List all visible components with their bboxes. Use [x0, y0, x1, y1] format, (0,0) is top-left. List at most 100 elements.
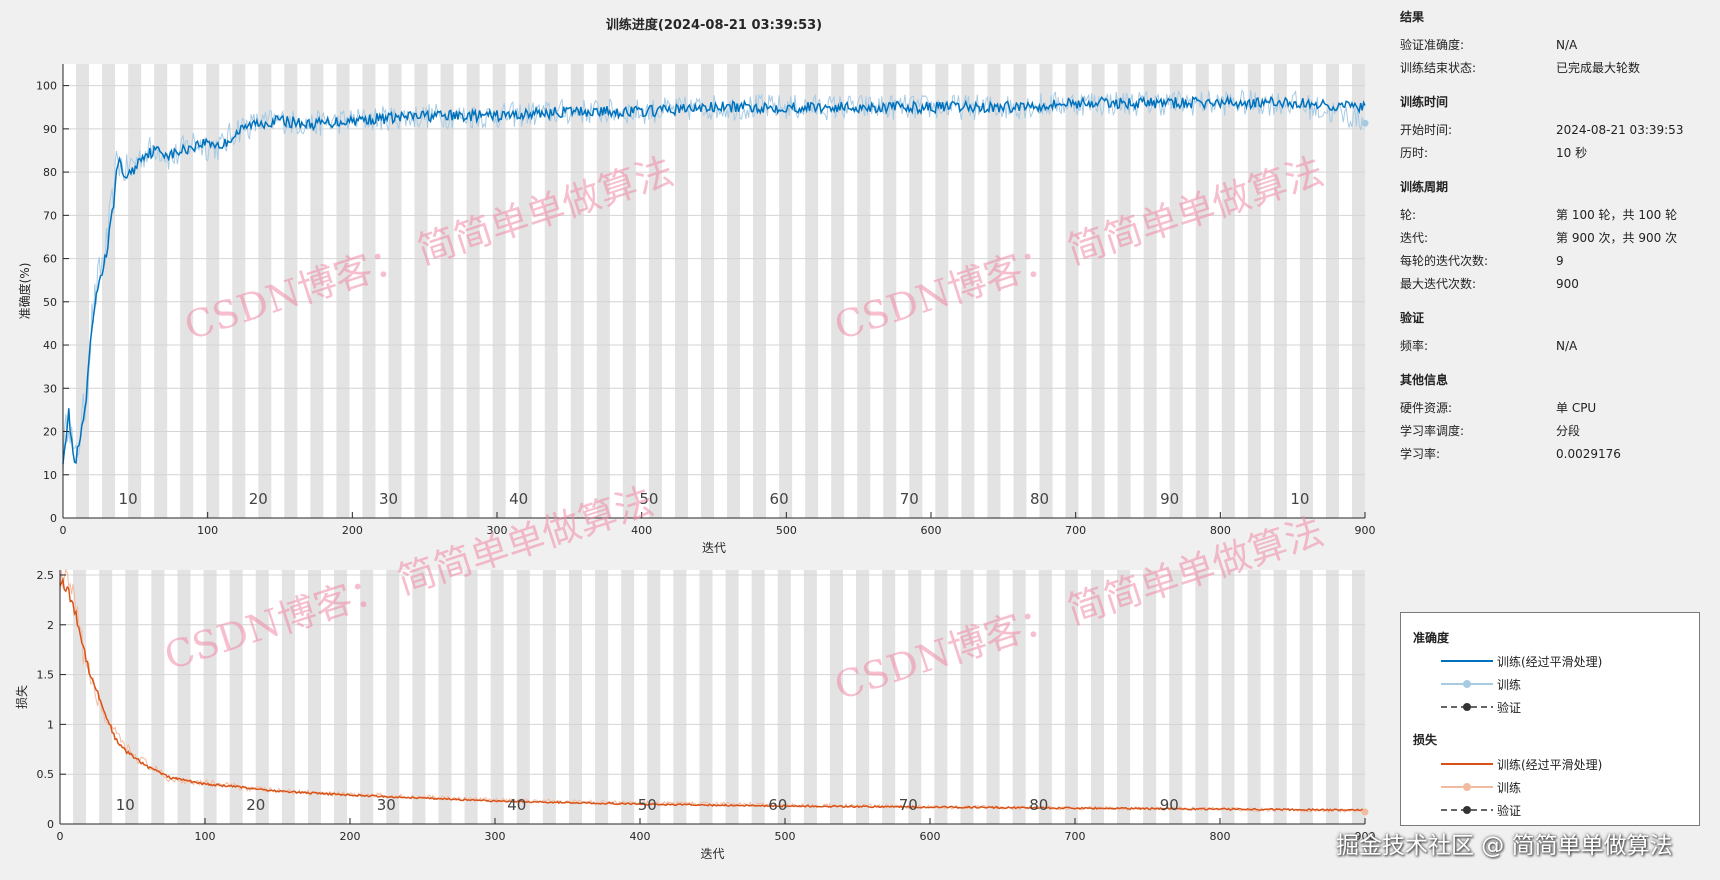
epoch-band — [829, 570, 843, 824]
epoch-band — [1247, 64, 1261, 518]
epoch-band — [1064, 570, 1078, 824]
epoch-band — [700, 64, 714, 518]
info-row: 学习率: 0.0029176 — [1400, 446, 1621, 462]
final-point-marker — [1361, 808, 1369, 816]
epoch-band — [76, 64, 90, 518]
epoch-band — [440, 64, 454, 518]
epoch-band — [1169, 570, 1183, 824]
legend-line-icon — [1441, 660, 1493, 662]
epoch-band — [102, 64, 116, 518]
epoch-band — [544, 64, 558, 518]
epoch-band — [128, 64, 142, 518]
epoch-label: 20 — [249, 490, 268, 508]
train-smoothed-line — [59, 576, 1366, 812]
info-row: 最大迭代次数: 900 — [1400, 276, 1579, 292]
epoch-band — [1065, 64, 1079, 518]
epoch-band — [779, 64, 793, 518]
epoch-label: 50 — [638, 796, 657, 814]
legend-accuracy-train: 训练 — [1441, 676, 1521, 692]
y-tick-label: 30 — [43, 382, 57, 395]
epoch-band — [334, 570, 348, 824]
epoch-band — [307, 570, 321, 824]
epoch-label: 70 — [900, 490, 919, 508]
info-row: 硬件资源: 单 CPU — [1400, 401, 1597, 415]
info-row: 每轮的迭代次数: 9 — [1400, 253, 1564, 269]
epoch-band — [206, 64, 220, 518]
epoch-band — [542, 570, 556, 824]
legend-accuracy-title: 准确度 — [1413, 631, 1450, 645]
epoch-band — [255, 570, 269, 824]
y-tick-label: 40 — [43, 339, 57, 352]
legend-dashed-marker-icon — [1441, 703, 1493, 711]
y-axis-label: 损失 — [14, 685, 29, 709]
epoch-band — [177, 570, 191, 824]
validation-title: 验证 — [1400, 311, 1425, 325]
epoch-band — [310, 64, 324, 518]
y-tick-label: 100 — [36, 80, 57, 93]
info-row: 开始时间: 2024-08-21 03:39:53 — [1400, 122, 1684, 138]
epoch-band — [596, 64, 610, 518]
epoch-band — [908, 570, 922, 824]
epoch-band — [125, 570, 139, 824]
legend-loss-title: 损失 — [1413, 733, 1438, 747]
info-row: 轮: 第 100 轮，共 100 轮 — [1400, 208, 1678, 222]
y-tick-label: 0.5 — [37, 768, 55, 781]
y-tick-label: 10 — [43, 469, 57, 482]
info-row: 验证准确度: N/A — [1400, 37, 1578, 53]
epoch-band — [180, 64, 194, 518]
x-tick-label: 0 — [57, 830, 64, 843]
epoch-band — [1273, 64, 1287, 518]
epoch-band — [986, 570, 1000, 824]
epoch-label: 80 — [1030, 490, 1049, 508]
epoch-band — [336, 64, 350, 518]
epoch-band — [1299, 570, 1313, 824]
x-tick-label: 300 — [487, 524, 508, 537]
epoch-label: 10 — [1290, 490, 1309, 508]
epoch-band — [882, 570, 896, 824]
x-tick-label: 200 — [340, 830, 361, 843]
info-row: 学习率调度: 分段 — [1400, 424, 1581, 438]
cycle-section: 训练周期 轮: 第 100 轮，共 100 轮 迭代: 第 900 次，共 900 … — [1400, 178, 1700, 295]
epoch-label: 90 — [1160, 796, 1179, 814]
epoch-band — [1038, 570, 1052, 824]
epoch-band — [99, 570, 113, 824]
x-tick-label: 800 — [1210, 524, 1231, 537]
y-tick-label: 1 — [47, 718, 54, 731]
epoch-band — [1325, 570, 1339, 824]
info-row: 迭代: 第 900 次，共 900 次 — [1400, 231, 1678, 245]
chart-legend: 准确度 训练(经过平滑处理) 训练 验证 损失 训练(经过平滑处理) 训练 验证 — [1400, 612, 1700, 826]
epoch-band — [1221, 570, 1235, 824]
epoch-band — [1351, 64, 1365, 518]
time-section: 训练时间 开始时间: 2024-08-21 03:39:53 历时: 10 秒 — [1400, 93, 1700, 164]
epoch-band — [362, 64, 376, 518]
epoch-band — [1143, 64, 1157, 518]
epoch-band — [229, 570, 243, 824]
y-axis-label: 准确度(%) — [17, 263, 32, 320]
epoch-band — [73, 570, 87, 824]
y-tick-label: 60 — [43, 253, 57, 266]
y-tick-label: 0 — [47, 818, 54, 831]
y-tick-label: 2.5 — [37, 569, 55, 582]
x-tick-label: 0 — [60, 524, 67, 537]
epoch-band — [727, 64, 741, 518]
epoch-band — [935, 64, 949, 518]
epoch-band — [281, 570, 295, 824]
epoch-band — [516, 570, 530, 824]
other-section: 其他信息 硬件资源: 单 CPU 学习率调度: 分段 学习率: 0.0029176 — [1400, 371, 1700, 465]
legend-loss-train: 训练 — [1441, 779, 1521, 795]
x-tick-label: 900 — [1355, 830, 1376, 843]
x-tick-label: 600 — [920, 830, 941, 843]
epoch-band — [360, 570, 374, 824]
y-tick-label: 90 — [43, 123, 57, 136]
epoch-label: 10 — [116, 796, 135, 814]
epoch-band — [464, 570, 478, 824]
epoch-band — [414, 64, 428, 518]
x-tick-label: 300 — [485, 830, 506, 843]
epoch-band — [595, 570, 609, 824]
results-section: 结果 验证准确度: N/A 训练结束状态: 已完成最大轮数 — [1400, 8, 1700, 79]
epoch-band — [568, 570, 582, 824]
epoch-band — [412, 570, 426, 824]
epoch-band — [883, 64, 897, 518]
epoch-band — [1299, 64, 1313, 518]
epoch-band — [1143, 570, 1157, 824]
